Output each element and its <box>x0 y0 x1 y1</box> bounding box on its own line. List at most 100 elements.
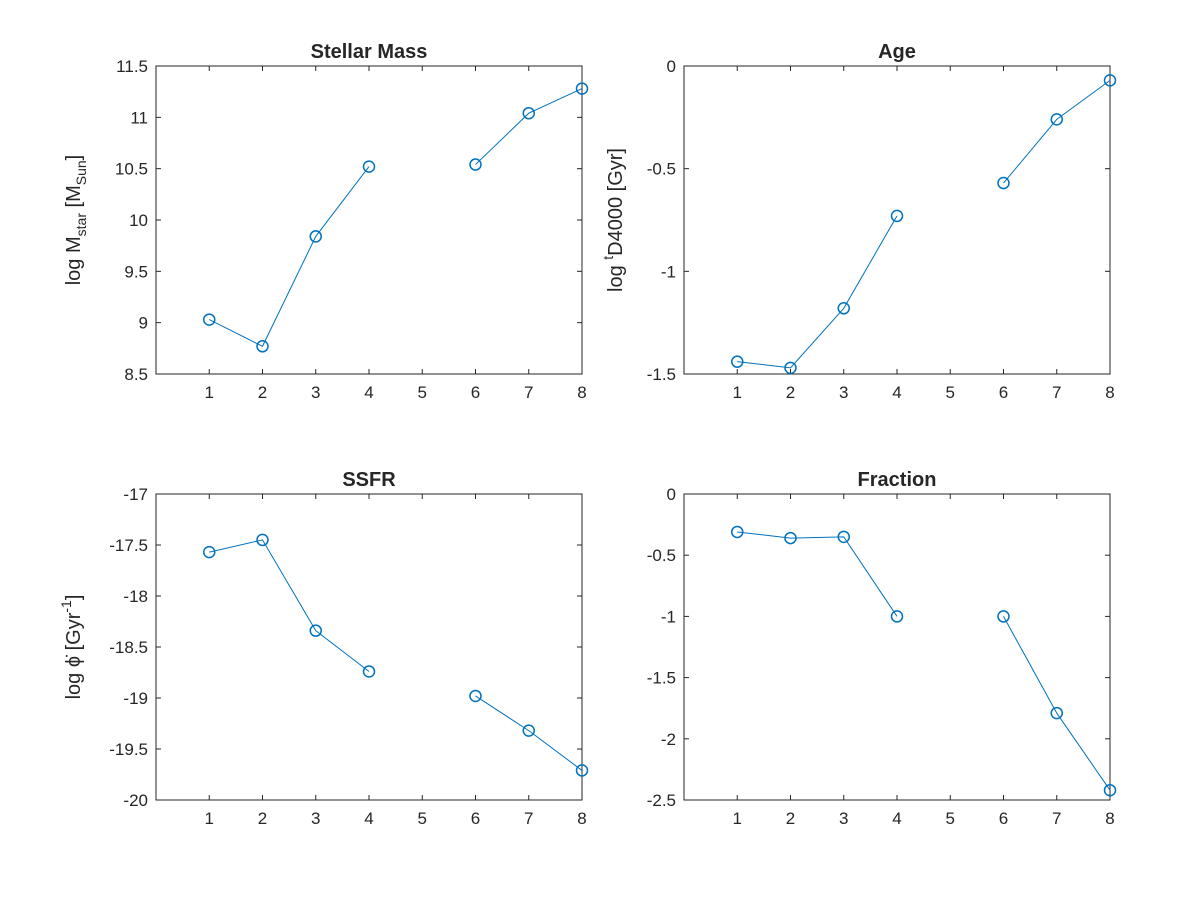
axes-box <box>155 493 583 801</box>
y-axis-label-part: -1 <box>58 600 74 613</box>
y-axis-label-part: log M <box>63 236 85 285</box>
y-axis-label-part: [M <box>63 185 85 213</box>
y-tick-label: -20 <box>123 791 148 810</box>
data-point-marker <box>890 209 904 223</box>
x-tick-label: 8 <box>577 383 586 402</box>
data-point-marker <box>837 302 850 315</box>
y-tick-label: -17 <box>123 485 148 504</box>
y-tick-label: -19.5 <box>109 740 148 759</box>
y-tick-label: 9.5 <box>124 262 148 281</box>
x-tick-label: 1 <box>205 809 214 828</box>
series-line-segment-2 <box>475 88 583 165</box>
data-point-marker <box>997 176 1010 190</box>
y-tick-label: -1.5 <box>647 669 676 688</box>
y-tick-label: 9 <box>139 314 148 333</box>
data-point-marker <box>731 525 744 539</box>
y-tick-label: 10.5 <box>115 160 148 179</box>
y-axis-label-part: star <box>73 213 89 237</box>
data-point-marker <box>256 340 269 353</box>
data-point-marker <box>1103 783 1117 797</box>
x-tick-label: 5 <box>418 383 427 402</box>
chart-panel-3: SSFR 1 2 3 4 5 6 7 8 -20 -19.5 -19 -18.5 -18 -17.5 -17 l… <box>58 469 589 828</box>
data-point-marker <box>309 624 322 637</box>
data-point-marker <box>469 158 482 171</box>
x-tick-label: 4 <box>364 383 373 402</box>
y-tick-label: -1.5 <box>647 365 676 384</box>
series-line-segment-1 <box>737 215 898 369</box>
y-axis-label-part: log ϕ̇ [Gyr <box>63 612 85 699</box>
data-point-marker <box>1050 706 1063 720</box>
data-point-marker <box>731 355 744 368</box>
x-tick-label: 8 <box>1105 383 1114 402</box>
data-point-marker <box>362 665 376 678</box>
series-line-segment-1 <box>209 539 370 672</box>
y-axis-label-part: D4000 [Gyr] <box>605 148 627 256</box>
data-point-marker <box>203 545 216 559</box>
series-line-segment-1 <box>737 531 898 617</box>
data-point-marker <box>256 533 269 547</box>
y-tick-label: 10 <box>129 211 148 230</box>
x-tick-label: 3 <box>311 383 320 402</box>
axes-box <box>683 65 1111 375</box>
y-tick-label: -18.5 <box>109 638 148 657</box>
chart-panel-1: Stellar Mass 1 2 3 4 5 6 7 8 8.5 9 9.5 10 10.5 11 11.5 l… <box>63 41 589 402</box>
x-tick-label: 7 <box>524 809 533 828</box>
data-point-marker <box>522 106 535 120</box>
data-point-marker <box>575 764 589 777</box>
y-axis-label-part: log <box>605 260 627 292</box>
data-point-marker <box>784 361 797 375</box>
x-tick-label: 3 <box>839 383 848 402</box>
series-line-segment-2 <box>1003 79 1111 184</box>
y-tick-label: -0.5 <box>647 546 676 565</box>
x-tick-label: 7 <box>1052 809 1061 828</box>
x-tick-label: 6 <box>471 809 480 828</box>
x-tick-label: 6 <box>471 383 480 402</box>
chart-panel-2: Age 1 2 3 4 5 6 7 8 -1.5 -1 -0.5 0 log tD4000 [Gyr] <box>600 41 1117 402</box>
x-tick-label: 2 <box>786 809 795 828</box>
y-axis-label: log tD4000 [Gyr] <box>600 148 627 292</box>
data-point-marker <box>309 230 322 243</box>
y-tick-label: -1 <box>661 262 676 281</box>
x-tick-label: 6 <box>999 809 1008 828</box>
data-point-marker <box>522 724 535 737</box>
axes-box <box>155 65 583 375</box>
x-tick-label: 5 <box>946 383 955 402</box>
chart-title: Fraction <box>858 469 937 491</box>
chart-title: Stellar Mass <box>311 41 428 63</box>
x-tick-label: 1 <box>733 809 742 828</box>
data-point-marker <box>362 160 376 173</box>
y-axis-label-part: ] <box>63 155 85 161</box>
y-axis-label-part: Sun <box>73 160 89 185</box>
x-tick-label: 3 <box>311 809 320 828</box>
y-axis-label-part: ] <box>63 595 85 601</box>
axes-box <box>683 493 1111 801</box>
x-tick-label: 7 <box>524 383 533 402</box>
series-line-segment-2 <box>475 695 583 771</box>
y-axis-label: log ϕ̇ [Gyr-1] <box>58 595 85 700</box>
chart-title: SSFR <box>342 469 396 491</box>
x-tick-label: 8 <box>577 809 586 828</box>
y-tick-label: 8.5 <box>124 365 148 384</box>
data-point-marker <box>784 531 797 545</box>
data-point-marker <box>837 530 850 544</box>
x-tick-label: 7 <box>1052 383 1061 402</box>
x-tick-label: 5 <box>946 809 955 828</box>
x-tick-label: 5 <box>418 809 427 828</box>
y-axis-label-part: t <box>600 256 616 260</box>
x-tick-label: 2 <box>258 809 267 828</box>
data-point-marker <box>1050 113 1063 126</box>
data-point-marker <box>469 689 482 703</box>
x-tick-label: 1 <box>205 383 214 402</box>
y-tick-label: -17.5 <box>109 536 148 555</box>
x-tick-label: 4 <box>892 809 901 828</box>
data-point-marker <box>575 82 589 95</box>
data-point-marker <box>997 610 1010 623</box>
x-tick-label: 1 <box>733 383 742 402</box>
y-tick-label: 11.5 <box>116 57 148 76</box>
y-tick-label: -2 <box>661 730 676 749</box>
y-tick-label: -18 <box>123 587 148 606</box>
y-tick-label: -0.5 <box>647 160 676 179</box>
x-tick-label: 2 <box>258 383 267 402</box>
y-tick-label: 11 <box>130 108 148 127</box>
